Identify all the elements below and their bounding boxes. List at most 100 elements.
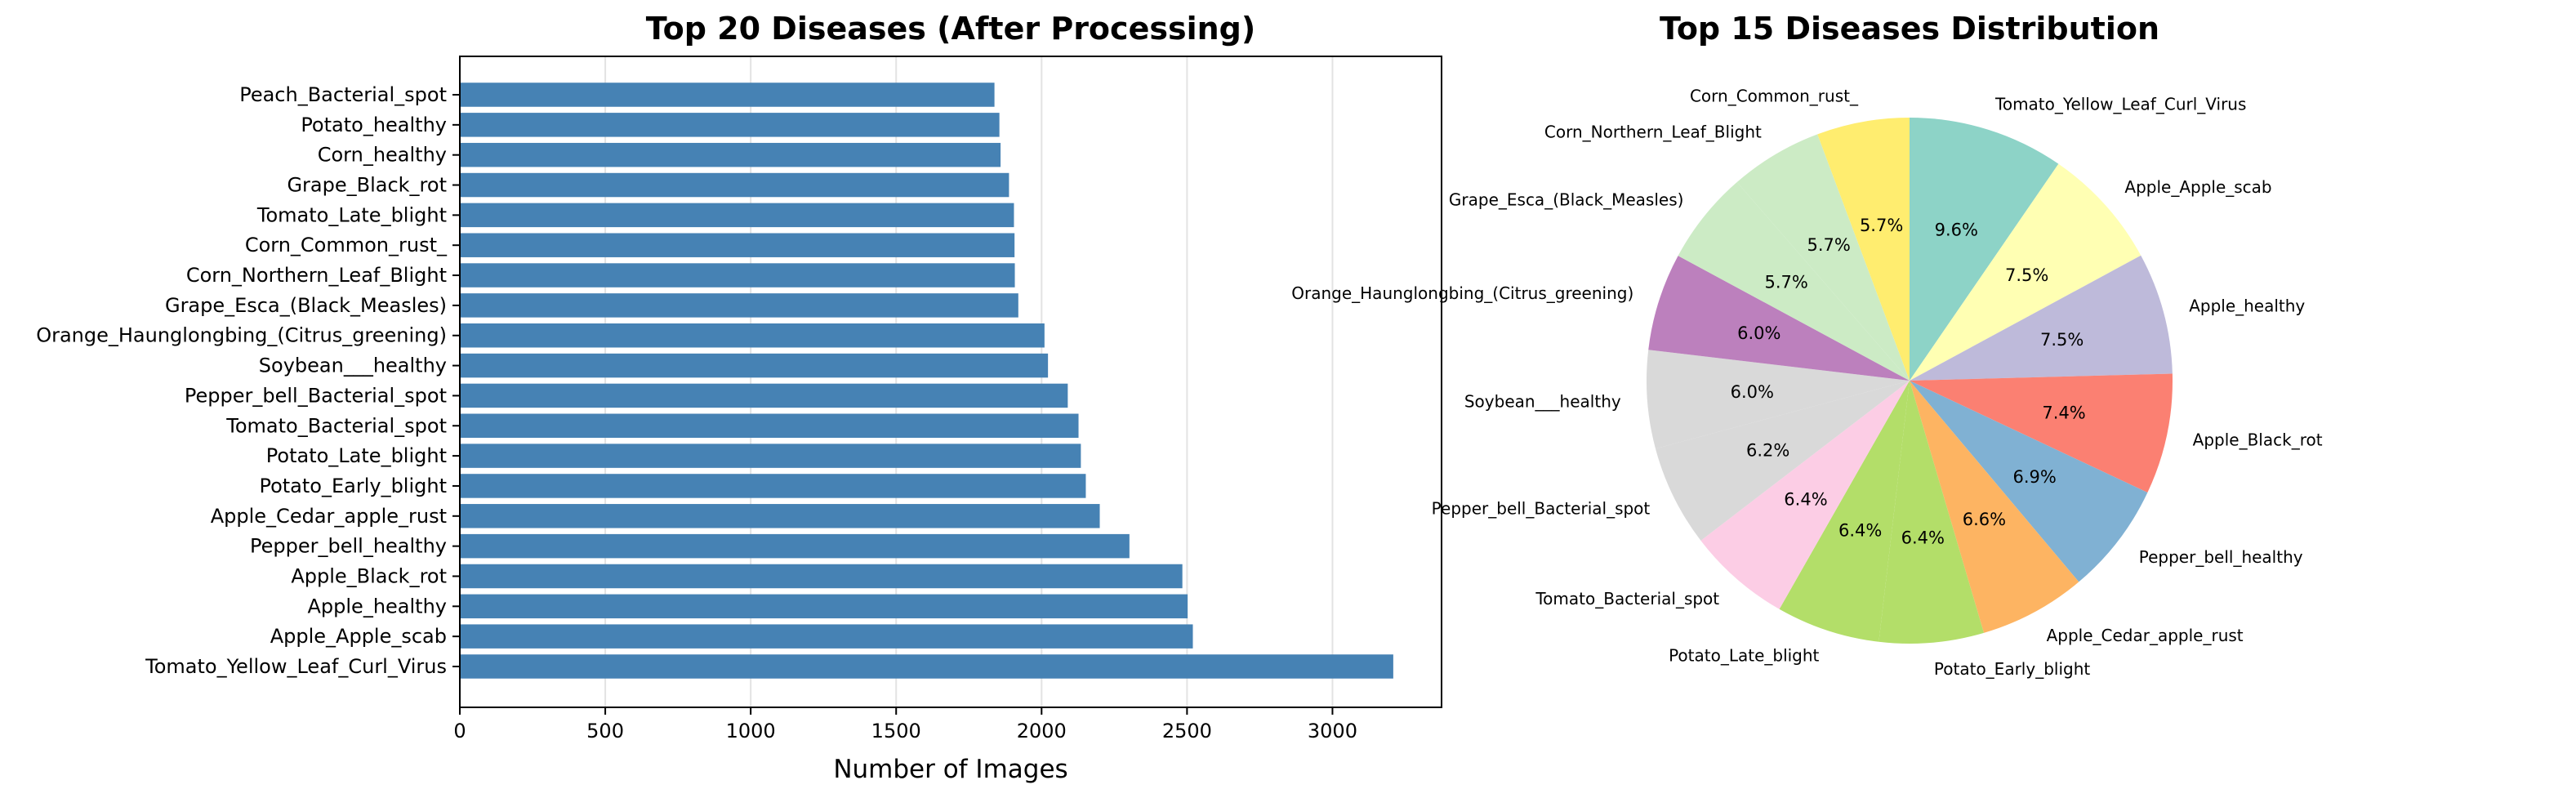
bar-pepper-bell-bacterial-spot [460, 383, 1068, 408]
pie-percent-label: 6.0% [1737, 323, 1780, 343]
bar-soybean-healthy [460, 353, 1049, 378]
y-tick-label: Tomato_Late_blight [256, 203, 447, 226]
pie-category-label: Tomato_Bacterial_spot [1535, 589, 1719, 609]
pie-chart-slices [1647, 118, 2173, 644]
y-tick-label: Potato_healthy [301, 114, 447, 136]
pie-percent-label: 7.5% [2005, 265, 2048, 285]
pie-percent-label: 6.6% [1963, 510, 2006, 529]
pie-percent-label: 5.7% [1860, 216, 1903, 235]
y-tick-label: Corn_healthy [318, 144, 447, 167]
y-tick-label: Tomato_Yellow_Leaf_Curl_Virus [145, 655, 447, 678]
y-tick-label: Apple_Cedar_apple_rust [211, 505, 447, 528]
pie-slice-pepper-bell-bacterial-spot [1655, 381, 1910, 541]
pie-category-label: Apple_Cedar_apple_rust [2047, 626, 2244, 645]
pie-slice-potato-late-blight [1779, 381, 1910, 642]
pie-slice-corn-common-rust [1817, 118, 1910, 381]
y-tick-label: Apple_Apple_scab [270, 625, 447, 648]
bar-potato-healthy [460, 113, 1000, 137]
bar-apple-black-rot [460, 564, 1183, 589]
x-tick-label: 3000 [1308, 720, 1357, 742]
bar-pepper-bell-healthy [460, 533, 1130, 559]
bar-apple-cedar-apple-rust [460, 504, 1100, 528]
bar-peach-bacterial-spot [460, 82, 995, 107]
bar-corn-healthy [460, 142, 1001, 167]
pie-percent-label: 6.0% [1731, 382, 1774, 402]
pie-slice-tomato-yellow-leaf-curl-virus [1910, 118, 2059, 381]
pie-category-label: Potato_Late_blight [1669, 645, 1819, 665]
pie-category-label: Corn_Northern_Leaf_Blight [1544, 123, 1762, 142]
y-tick-label: Pepper_bell_healthy [250, 535, 447, 558]
pie-chart-percent-labels: 9.6% 7.5% 7.5% 7.4% 6.9% 6.6% 6.4% 6.4% 6.4% 6.2%… [1731, 216, 2086, 548]
y-tick-label: Apple_healthy [308, 595, 448, 617]
pie-category-label: Apple_healthy [2189, 296, 2305, 316]
pie-slice-orange-haunglongbing-citrus-greening [1648, 256, 1910, 381]
x-tick-label: 500 [586, 720, 624, 742]
y-tick-label: Tomato_Bacterial_spot [225, 414, 447, 437]
bar-chart-title: Top 20 Diseases (After Processing) [646, 11, 1255, 47]
y-tick-label: Orange_Haunglongbing_(Citrus_greening) [36, 324, 447, 347]
x-tick-label: 0 [453, 720, 466, 742]
x-tick-label: 1000 [726, 720, 776, 742]
bar-corn-northern-leaf-blight [460, 263, 1015, 288]
pie-category-label: Soybean___healthy [1464, 391, 1621, 411]
bar-orange-haunglongbing-citrus-greening [460, 323, 1045, 348]
pie-slice-pepper-bell-healthy [1910, 381, 2148, 582]
bar-chart-x-axis-label: Number of Images [833, 755, 1067, 784]
pie-chart-category-labels: Tomato_Yellow_Leaf_Curl_Virus Apple_Apple… [1291, 86, 2322, 678]
pie-slice-tomato-bacterial-spot [1700, 381, 1910, 609]
bar-corn-common-rust [460, 233, 1015, 257]
pie-percent-label: 7.4% [2042, 403, 2085, 423]
y-tick-label: Peach_Bacterial_spot [239, 83, 447, 106]
bar-grape-esca-black-measles [460, 293, 1018, 318]
pie-percent-label: 6.4% [1901, 528, 1945, 548]
pie-percent-label: 7.5% [2040, 330, 2084, 350]
bar-apple-healthy [460, 594, 1188, 619]
pie-percent-label: 6.4% [1784, 490, 1827, 510]
pie-slice-grape-esca-black-measles [1678, 182, 1910, 381]
pie-slice-apple-cedar-apple-rust [1910, 381, 2079, 633]
bar-potato-late-blight [460, 444, 1081, 468]
pie-chart: Top 15 Diseases Distribution 9.6% 7.5% 7.5… [1291, 11, 2322, 679]
bar-chart-bars [460, 82, 1393, 679]
pie-percent-label: 6.4% [1838, 521, 1882, 541]
bar-tomato-bacterial-spot [460, 413, 1079, 438]
pie-slice-apple-healthy [1910, 255, 2173, 381]
x-tick-label: 1500 [871, 720, 921, 742]
pie-category-label: Corn_Common_rust_ [1690, 86, 1859, 105]
pie-chart-title: Top 15 Diseases Distribution [1660, 11, 2159, 47]
pie-percent-label: 6.9% [2012, 467, 2056, 487]
bar-chart-frame [459, 56, 1442, 708]
bar-chart: Top 20 Diseases (After Processing) Tomat… [36, 11, 1442, 784]
x-tick-label: 2000 [1017, 720, 1067, 742]
pie-category-label: Apple_Apple_scab [2124, 177, 2271, 197]
y-tick-label: Grape_Black_rot [287, 174, 447, 197]
y-tick-label: Corn_Northern_Leaf_Blight [186, 264, 447, 287]
pie-category-label: Pepper_bell_Bacterial_spot [1432, 499, 1651, 519]
pie-category-label: Orange_Haunglongbing_(Citrus_greening) [1291, 283, 1633, 303]
pie-percent-label: 6.2% [1746, 440, 1789, 460]
bar-potato-early-blight [460, 474, 1086, 498]
pie-slice-potato-early-blight [1879, 381, 1984, 644]
y-tick-label: Potato_Early_blight [259, 475, 447, 497]
y-tick-label: Grape_Esca_(Black_Measles) [165, 294, 447, 317]
bar-chart-x-tick-labels: 0 500 1000 1500 2000 2500 3000 [453, 707, 1357, 742]
y-tick-label: Apple_Black_rot [291, 564, 447, 587]
pie-category-label: Tomato_Yellow_Leaf_Curl_Virus [1994, 95, 2246, 114]
pie-category-label: Apple_Black_rot [2193, 430, 2323, 450]
x-tick-label: 2500 [1162, 720, 1212, 742]
pie-percent-label: 9.6% [1935, 220, 1978, 239]
pie-percent-label: 5.7% [1807, 235, 1851, 255]
y-tick-label: Corn_Common_rust_ [245, 234, 448, 256]
bar-tomato-late-blight [460, 203, 1014, 228]
pie-slice-apple-apple-scab [1910, 163, 2141, 381]
y-tick-label: Soybean___healthy [259, 354, 447, 377]
pie-slice-corn-northern-leaf-blight [1736, 134, 1910, 381]
pie-slice-apple-black-rot [1910, 373, 2173, 493]
y-tick-label: Pepper_bell_Bacterial_spot [185, 384, 447, 407]
bar-apple-apple-scab [460, 624, 1193, 649]
bar-tomato-yellow-leaf-curl-virus [460, 654, 1393, 679]
bar-grape-black-rot [460, 172, 1009, 198]
pie-category-label: Grape_Esca_(Black_Measles) [1449, 190, 1684, 210]
